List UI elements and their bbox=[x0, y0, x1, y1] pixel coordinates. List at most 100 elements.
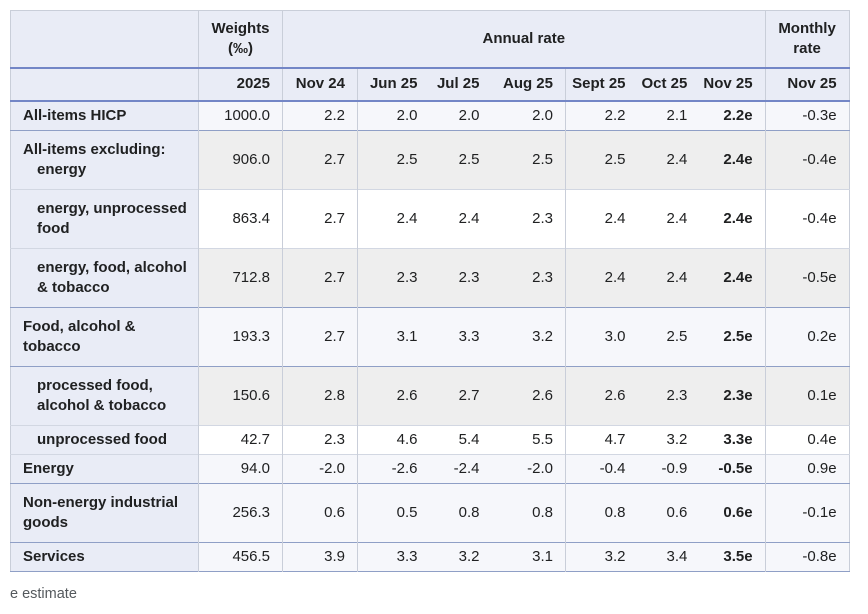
table-row: Food, alcohol & tobacco 193.3 2.7 3.1 3.3 3.2 3… bbox=[10, 307, 850, 367]
annual-rate-value: 3.3 bbox=[357, 542, 430, 572]
annual-rate-value: 2.7 bbox=[282, 248, 358, 308]
row-label-line: Energy bbox=[23, 460, 74, 477]
monthly-rate-value: -0.1e bbox=[764, 483, 850, 543]
table-row: unprocessed food 42.7 2.3 4.6 5.4 5.5 4.7 3.2 3.… bbox=[10, 425, 850, 455]
annual-rate-value: 2.5 bbox=[565, 130, 638, 190]
annual-rate-value: 2.2 bbox=[282, 101, 358, 131]
row-label: Food, alcohol & tobacco bbox=[10, 307, 199, 367]
row-label-line: Food, alcohol & bbox=[23, 318, 136, 335]
annual-rate-value: 3.1 bbox=[491, 542, 566, 572]
table-row: Energy 94.0 -2.0 -2.6 -2.4 -2.0 -0.4 -0.9 -0.5e 0… bbox=[10, 454, 850, 484]
annual-rate-value: 3.4 bbox=[637, 542, 700, 572]
row-label: energy, unprocessed food bbox=[10, 189, 199, 249]
row-label-line: energy, food, alcohol bbox=[37, 259, 187, 276]
annual-rate-value: -2.6 bbox=[357, 454, 430, 484]
annual-rate-value: 0.8 bbox=[491, 483, 566, 543]
annual-rate-value: 0.6 bbox=[282, 483, 358, 543]
annual-rate-value: 2.0 bbox=[429, 101, 492, 131]
row-label: Non-energy industrial goods bbox=[10, 483, 199, 543]
annual-rate-value: 2.0 bbox=[357, 101, 430, 131]
row-label-line: All-items excluding: bbox=[23, 141, 166, 158]
annual-rate-value: 2.4e bbox=[699, 248, 766, 308]
annual-rate-value: 2.4 bbox=[637, 130, 700, 190]
row-label-line: alcohol & tobacco bbox=[37, 397, 167, 414]
row-label-line: food bbox=[37, 220, 70, 237]
table-row: processed food, alcohol & tobacco 150.6 2.8… bbox=[10, 366, 850, 426]
weight-value: 863.4 bbox=[198, 189, 283, 249]
annual-rate-value: 3.5e bbox=[699, 542, 766, 572]
annual-rate-value: 2.7 bbox=[282, 307, 358, 367]
annual-rate-value: 2.0 bbox=[491, 101, 566, 131]
annual-rate-value: -0.5e bbox=[699, 454, 766, 484]
annual-rate-value: 0.8 bbox=[429, 483, 492, 543]
row-label-line: goods bbox=[23, 514, 68, 531]
header-empty-cell bbox=[10, 68, 199, 102]
weight-value: 712.8 bbox=[198, 248, 283, 308]
row-label: processed food, alcohol & tobacco bbox=[10, 366, 199, 426]
annual-rate-value: 2.2e bbox=[699, 101, 766, 131]
monthly-rate-value: -0.3e bbox=[764, 101, 850, 131]
header-row-groups: Weights (‰) Annual rate Monthly rate bbox=[10, 10, 850, 69]
row-label-line: energy bbox=[37, 161, 87, 178]
monthly-rate-value: 0.1e bbox=[764, 366, 850, 426]
monthly-rate-value: 0.2e bbox=[764, 307, 850, 367]
annual-rate-value: 0.6e bbox=[699, 483, 766, 543]
row-label: All-items HICP bbox=[10, 101, 199, 131]
col-header-jun25: Jun 25 bbox=[357, 68, 430, 102]
col-header-nov24: Nov 24 bbox=[282, 68, 358, 102]
annual-rate-value: 4.7 bbox=[565, 425, 638, 455]
annual-rate-value: 2.7 bbox=[282, 189, 358, 249]
header-weights: Weights (‰) bbox=[198, 10, 283, 69]
annual-rate-value: 2.3 bbox=[491, 248, 566, 308]
row-label-line: Non-energy industrial bbox=[23, 494, 179, 511]
annual-rate-value: 2.7 bbox=[429, 366, 492, 426]
annual-rate-value: -0.9 bbox=[637, 454, 700, 484]
annual-rate-value: 3.0 bbox=[565, 307, 638, 367]
header-row-months: 2025 Nov 24 Jun 25 Jul 25 Aug 25 Sept 25… bbox=[10, 68, 850, 102]
annual-rate-value: 3.2 bbox=[565, 542, 638, 572]
annual-rate-value: 3.1 bbox=[357, 307, 430, 367]
annual-rate-value: 4.6 bbox=[357, 425, 430, 455]
row-label: unprocessed food bbox=[10, 425, 199, 455]
annual-rate-value: 5.4 bbox=[429, 425, 492, 455]
annual-rate-value: 2.4e bbox=[699, 189, 766, 249]
col-header-oct25: Oct 25 bbox=[637, 68, 700, 102]
col-header-sept25: Sept 25 bbox=[565, 68, 638, 102]
row-label-line: All-items HICP bbox=[23, 107, 127, 124]
annual-rate-value: 3.9 bbox=[282, 542, 358, 572]
monthly-rate-value: -0.8e bbox=[764, 542, 850, 572]
annual-rate-value: 2.3 bbox=[357, 248, 430, 308]
table-row: energy, food, alcohol & tobacco 712.8 2.7 2.… bbox=[10, 248, 850, 308]
row-label-line: tobacco bbox=[23, 338, 81, 355]
estimate-footnote: e estimate bbox=[10, 586, 77, 602]
row-label-line: Services bbox=[23, 548, 85, 565]
annual-rate-value: 2.3 bbox=[637, 366, 700, 426]
col-header-nov25: Nov 25 bbox=[699, 68, 766, 102]
table-row: All-items HICP 1000.0 2.2 2.0 2.0 2.0 2.2 2.1 2.… bbox=[10, 101, 850, 131]
annual-rate-value: 2.3 bbox=[429, 248, 492, 308]
annual-rate-value: 0.6 bbox=[637, 483, 700, 543]
annual-rate-value: 5.5 bbox=[491, 425, 566, 455]
col-header-aug25: Aug 25 bbox=[491, 68, 566, 102]
table-row: Services 456.5 3.9 3.3 3.2 3.1 3.2 3.4 3.5e -0.8e bbox=[10, 542, 850, 572]
table-body: All-items HICP 1000.0 2.2 2.0 2.0 2.0 2.2 2.1 2.… bbox=[10, 101, 850, 572]
annual-rate-value: 0.8 bbox=[565, 483, 638, 543]
weight-value: 150.6 bbox=[198, 366, 283, 426]
annual-rate-value: 2.4e bbox=[699, 130, 766, 190]
annual-rate-value: 2.3 bbox=[282, 425, 358, 455]
row-label-line: unprocessed food bbox=[37, 431, 168, 448]
weight-value: 1000.0 bbox=[198, 101, 283, 131]
row-label: Services bbox=[10, 542, 199, 572]
row-label: All-items excluding: energy bbox=[10, 130, 199, 190]
annual-rate-value: -0.4 bbox=[565, 454, 638, 484]
row-label-line: & tobacco bbox=[37, 279, 110, 296]
annual-rate-value: 2.5 bbox=[429, 130, 492, 190]
annual-rate-value: 3.3 bbox=[429, 307, 492, 367]
annual-rate-value: 3.2 bbox=[429, 542, 492, 572]
annual-rate-value: 0.5 bbox=[357, 483, 430, 543]
header-year: 2025 bbox=[198, 68, 283, 102]
row-label-line: processed food, bbox=[37, 377, 153, 394]
table-row: All-items excluding: energy 906.0 2.7 2.5 2.5… bbox=[10, 130, 850, 190]
col-header-jul25: Jul 25 bbox=[429, 68, 492, 102]
annual-rate-value: 2.1 bbox=[637, 101, 700, 131]
